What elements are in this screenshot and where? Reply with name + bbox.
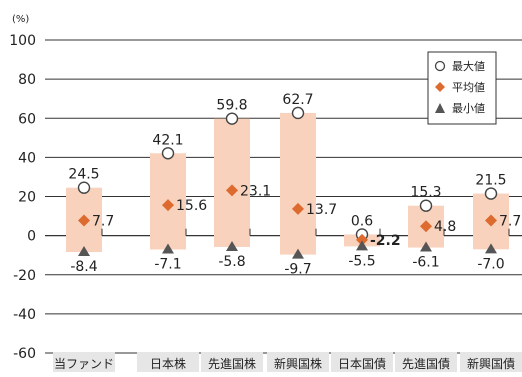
category-label-bg	[267, 352, 329, 372]
y-tick-label: 0	[27, 229, 36, 245]
min-value-label: -7.0	[477, 256, 504, 272]
category-label: 日本株	[150, 356, 186, 371]
min-value-label: -5.8	[218, 254, 245, 270]
y-tick-label: 60	[18, 111, 36, 127]
category-label-bg	[137, 352, 199, 372]
y-tick-label: -60	[13, 346, 36, 362]
range-bar	[280, 112, 316, 255]
avg-marker	[485, 214, 497, 227]
range-bar	[214, 118, 250, 247]
max-value-label: 42.1	[152, 132, 183, 148]
avg-marker	[226, 184, 238, 197]
max-value-label: 0.6	[351, 213, 373, 229]
y-tick-label: 40	[18, 150, 36, 166]
min-marker	[78, 246, 90, 257]
max-marker	[484, 187, 498, 200]
avg-value-label: 4.8	[434, 219, 456, 235]
legend-avg-icon	[435, 82, 445, 92]
y-unit-label: (%)	[12, 14, 29, 25]
min-value-label: -6.1	[412, 255, 439, 271]
category-label-bg	[395, 352, 457, 372]
legend-label: 最小値	[452, 102, 485, 115]
y-tick-label: 20	[18, 190, 36, 206]
avg-marker	[420, 220, 432, 233]
legend-label: 最大値	[452, 59, 485, 73]
avg-marker	[78, 214, 90, 227]
min-marker	[226, 240, 238, 251]
y-tick-label: 80	[18, 72, 36, 88]
min-marker	[485, 243, 497, 254]
category-label-bg	[460, 352, 522, 372]
min-marker	[420, 241, 432, 252]
max-marker	[77, 181, 91, 194]
max-value-label: 21.5	[475, 173, 506, 189]
min-value-label: -9.7	[284, 262, 311, 278]
max-value-label: 24.5	[68, 167, 99, 183]
category-label: 先進国債	[402, 356, 450, 371]
max-marker	[225, 112, 239, 125]
category-label-bg	[201, 352, 263, 372]
legend-min-icon	[435, 103, 445, 113]
max-marker	[419, 199, 433, 212]
max-marker	[291, 106, 305, 120]
category-label: 日本国債	[338, 356, 386, 371]
avg-marker	[292, 202, 304, 215]
min-value-label: -7.1	[154, 257, 181, 273]
avg-value-label: 7.7	[499, 214, 521, 230]
category-label: 当ファンド	[54, 357, 114, 371]
avg-value-label: 15.6	[176, 198, 207, 214]
avg-value-label: 13.7	[306, 202, 337, 218]
category-label: 先進国株	[208, 356, 256, 371]
y-tick-label: -40	[13, 307, 36, 323]
category-label-bg	[53, 352, 115, 372]
legend-max-icon	[434, 60, 446, 72]
max-marker	[161, 147, 175, 160]
min-marker	[356, 240, 368, 251]
min-value-label: -5.5	[348, 253, 375, 269]
min-value-label: -8.4	[70, 259, 97, 275]
max-value-label: 59.8	[216, 98, 247, 114]
avg-value-label: 23.1	[240, 183, 271, 199]
min-marker	[292, 248, 304, 259]
y-tick-label: -20	[13, 268, 36, 284]
category-label: 新興国株	[274, 356, 322, 371]
max-value-label: 15.3	[410, 185, 441, 201]
y-tick-label: 100	[9, 33, 36, 49]
avg-marker	[162, 199, 174, 212]
category-label-bg	[331, 352, 393, 372]
avg-value-label: 7.7	[92, 214, 114, 230]
avg-marker	[356, 233, 368, 246]
category-label: 新興国債	[467, 356, 515, 371]
legend-label: 平均値	[452, 81, 485, 94]
avg-value-label: -2.2	[370, 233, 401, 249]
min-marker	[162, 243, 174, 254]
max-value-label: 62.7	[282, 92, 313, 108]
